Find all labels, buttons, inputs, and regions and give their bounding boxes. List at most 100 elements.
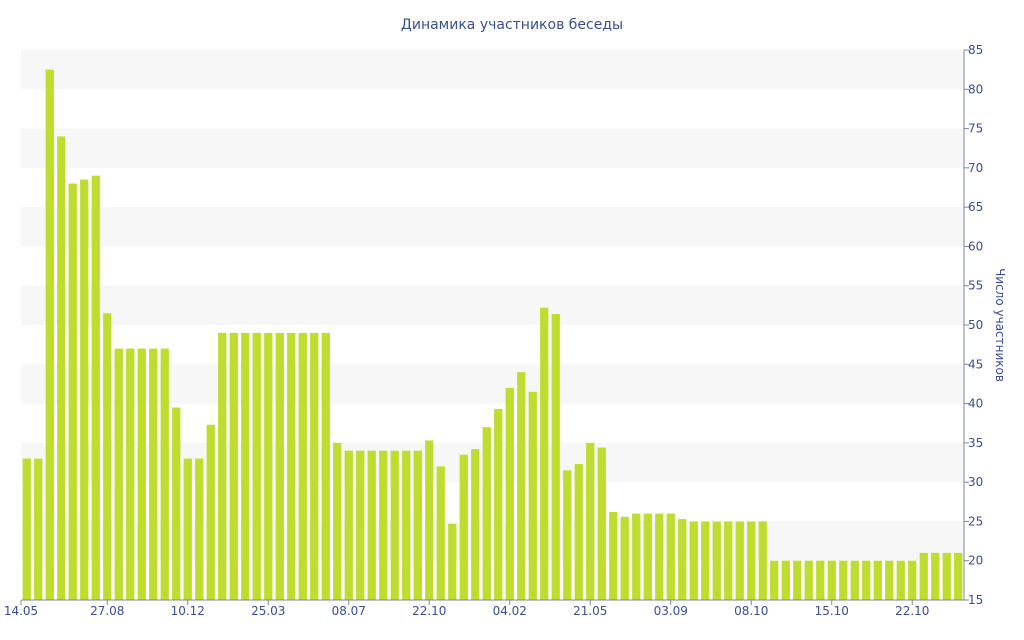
- bar: [344, 450, 353, 600]
- bar: [482, 427, 491, 600]
- bar: [724, 521, 733, 600]
- bar: [666, 513, 675, 600]
- y-tick-label: 70: [968, 161, 983, 175]
- bar: [264, 332, 273, 600]
- bar: [379, 450, 388, 600]
- bar: [678, 519, 687, 600]
- bar: [747, 521, 756, 600]
- y-tick-label: 25: [968, 514, 983, 528]
- y-tick-label: 40: [968, 397, 983, 411]
- bar: [22, 458, 31, 600]
- bar: [885, 560, 894, 600]
- bar: [68, 183, 77, 600]
- bar: [781, 560, 790, 600]
- y-tick-label: 35: [968, 436, 983, 450]
- bar: [80, 179, 89, 600]
- bar: [540, 307, 549, 600]
- bar: [701, 521, 710, 600]
- bar: [954, 552, 963, 600]
- x-tick-label: 22.10: [412, 604, 446, 618]
- bar: [298, 332, 307, 600]
- bar: [758, 521, 767, 600]
- bar: [643, 513, 652, 600]
- bar: [931, 552, 940, 600]
- bar: [471, 449, 480, 600]
- x-tick-label: 10.12: [171, 604, 205, 618]
- bar: [574, 464, 583, 600]
- bar: [172, 407, 181, 600]
- grid-band: [21, 364, 964, 404]
- bar: [896, 560, 905, 600]
- bar: [183, 458, 192, 600]
- bar: [114, 348, 123, 600]
- bar: [850, 560, 859, 600]
- bar: [149, 348, 158, 600]
- grid-band: [21, 128, 964, 168]
- bar: [505, 387, 514, 600]
- bar: [804, 560, 813, 600]
- bar: [160, 348, 169, 600]
- grid-band: [21, 50, 964, 90]
- x-tick-label: 15.10: [815, 604, 849, 618]
- bar: [57, 136, 66, 600]
- bar: [609, 512, 618, 600]
- bar: [206, 424, 215, 600]
- x-tick-label: 03.09: [654, 604, 688, 618]
- y-tick-label: 20: [968, 554, 983, 568]
- bar: [45, 69, 54, 600]
- bar: [494, 409, 503, 600]
- bar: [448, 523, 457, 600]
- bar: [632, 513, 641, 600]
- grid-bands: [21, 50, 964, 561]
- bar: [413, 450, 422, 600]
- x-tick-label: 21.05: [573, 604, 607, 618]
- bar: [367, 450, 376, 600]
- bar: [229, 332, 238, 600]
- bar: [91, 175, 100, 600]
- bar: [689, 521, 698, 600]
- bar: [287, 332, 296, 600]
- grid-band: [21, 207, 964, 247]
- y-axis-label: Число участников: [993, 268, 1007, 382]
- bar: [735, 521, 744, 600]
- bar: [310, 332, 319, 600]
- bar: [356, 450, 365, 600]
- bar: [103, 313, 112, 600]
- y-axis: 15 20 25 30 35 40 45 50 55 60 65 70 75 80 85: [963, 43, 983, 607]
- bar: [425, 440, 434, 600]
- x-tick-label: 25.03: [251, 604, 285, 618]
- bar-series: [22, 69, 963, 600]
- x-tick-label: 08.07: [332, 604, 366, 618]
- y-tick-label: 85: [968, 43, 983, 57]
- y-tick-label: 30: [968, 475, 983, 489]
- y-tick-label: 15: [968, 593, 983, 607]
- x-tick-label: 14.05: [4, 604, 38, 618]
- bar: [436, 466, 445, 600]
- grid-band: [21, 285, 964, 325]
- x-tick-label: 04.02: [493, 604, 527, 618]
- bar: [586, 442, 595, 600]
- chart-title: Динамика участников беседы: [401, 17, 623, 33]
- y-tick-label: 60: [968, 239, 983, 253]
- bar: [517, 372, 526, 600]
- bar: [195, 458, 204, 600]
- y-tick-label: 65: [968, 200, 983, 214]
- bar: [218, 332, 227, 600]
- bar: [275, 332, 284, 600]
- bar: [862, 560, 871, 600]
- bar: [839, 560, 848, 600]
- x-tick-label: 08.10: [734, 604, 768, 618]
- bar: [712, 521, 721, 600]
- bar: [126, 348, 135, 600]
- bar: [908, 560, 917, 600]
- bar: [597, 447, 606, 600]
- y-tick-label: 75: [968, 122, 983, 136]
- bar: [873, 560, 882, 600]
- y-tick-label: 45: [968, 357, 983, 371]
- bar: [563, 470, 572, 600]
- x-tick-label: 22.10: [895, 604, 929, 618]
- bar: [34, 458, 43, 600]
- bar: [551, 314, 560, 600]
- y-tick-label: 80: [968, 82, 983, 96]
